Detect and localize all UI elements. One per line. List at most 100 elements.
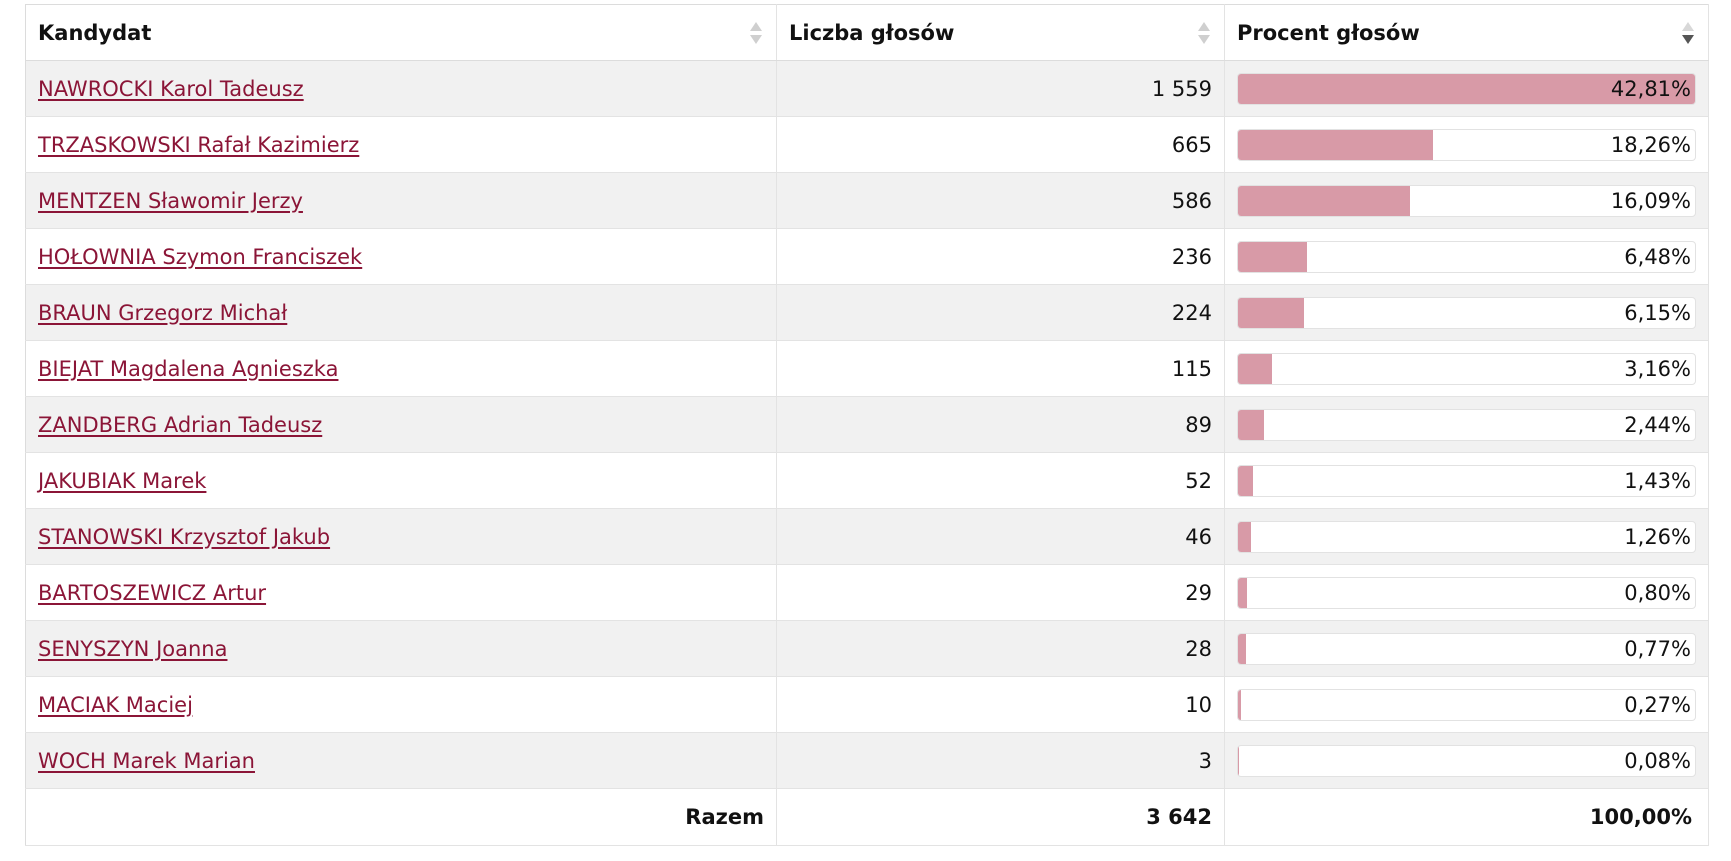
candidate-link[interactable]: ZANDBERG Adrian Tadeusz [38,412,323,437]
table-row: NAWROCKI Karol Tadeusz 1 559 42,81% [25,60,1709,117]
candidate-link[interactable]: BARTOSZEWICZ Artur [38,580,267,605]
percent-bar-fill [1238,465,1254,496]
votes-cell: 224 [776,284,1225,341]
candidate-link[interactable]: WOCH Marek Marian [38,748,255,773]
candidate-link[interactable]: JAKUBIAK Marek [38,468,207,493]
candidate-cell: MACIAK Maciej [25,676,777,733]
candidate-cell: TRZASKOWSKI Rafał Kazimierz [25,116,777,173]
table-footer: Razem 3 642 100,00% [25,788,1709,846]
percent-value: 0,77% [1624,636,1691,661]
column-header-votes[interactable]: Liczba głosów [776,4,1225,61]
candidate-link[interactable]: STANOWSKI Krzysztof Jakub [38,524,331,549]
candidate-link[interactable]: BIEJAT Magdalena Agnieszka [38,356,339,381]
percent-cell: 6,15% [1224,284,1709,341]
results-table: Kandydat Liczba głosów Procent głosów NA… [25,4,1709,846]
percent-cell: 18,26% [1224,116,1709,173]
percent-value: 0,80% [1624,580,1691,605]
votes-cell: 665 [776,116,1225,173]
total-votes: 3 642 [776,788,1225,846]
candidate-cell: BRAUN Grzegorz Michał [25,284,777,341]
percent-cell: 0,77% [1224,620,1709,677]
percent-cell: 16,09% [1224,172,1709,229]
percent-cell: 1,26% [1224,508,1709,565]
percent-cell: 0,80% [1224,564,1709,621]
votes-cell: 3 [776,732,1225,789]
percent-bar: 0,80% [1237,576,1696,609]
table-row: SENYSZYN Joanna 28 0,77% [25,620,1709,677]
column-header-percent-label: Procent głosów [1237,20,1420,45]
percent-cell: 0,27% [1224,676,1709,733]
sort-descending-icon[interactable] [1682,22,1694,46]
candidate-link[interactable]: TRZASKOWSKI Rafał Kazimierz [38,132,360,157]
percent-bar-fill [1238,185,1410,216]
candidate-cell: BIEJAT Magdalena Agnieszka [25,340,777,397]
table-row: BARTOSZEWICZ Artur 29 0,80% [25,564,1709,621]
candidate-link[interactable]: MACIAK Maciej [38,692,193,717]
votes-cell: 10 [776,676,1225,733]
percent-cell: 42,81% [1224,60,1709,117]
candidate-cell: HOŁOWNIA Szymon Franciszek [25,228,777,285]
percent-value: 0,27% [1624,692,1691,717]
candidate-link[interactable]: HOŁOWNIA Szymon Franciszek [38,244,363,269]
table-row: BIEJAT Magdalena Agnieszka 115 3,16% [25,340,1709,397]
percent-value: 0,08% [1624,748,1691,773]
percent-bar-fill [1238,577,1247,608]
candidate-cell: NAWROCKI Karol Tadeusz [25,60,777,117]
percent-bar: 18,26% [1237,128,1696,161]
percent-cell: 2,44% [1224,396,1709,453]
votes-cell: 1 559 [776,60,1225,117]
votes-cell: 28 [776,620,1225,677]
candidate-link[interactable]: NAWROCKI Karol Tadeusz [38,76,304,101]
percent-bar-fill [1238,129,1433,160]
table-header: Kandydat Liczba głosów Procent głosów [25,4,1709,61]
percent-bar-fill [1238,241,1308,272]
column-header-candidate[interactable]: Kandydat [25,4,777,61]
percent-bar: 1,26% [1237,520,1696,553]
votes-cell: 29 [776,564,1225,621]
candidate-cell: SENYSZYN Joanna [25,620,777,677]
percent-value: 2,44% [1624,412,1691,437]
header-row: Kandydat Liczba głosów Procent głosów [25,4,1709,61]
percent-value: 6,48% [1624,244,1691,269]
percent-bar: 6,48% [1237,240,1696,273]
votes-cell: 236 [776,228,1225,285]
percent-bar-fill [1238,409,1265,440]
table-row: BRAUN Grzegorz Michał 224 6,15% [25,284,1709,341]
percent-value: 1,43% [1624,468,1691,493]
percent-cell: 1,43% [1224,452,1709,509]
percent-bar: 16,09% [1237,184,1696,217]
candidate-link[interactable]: BRAUN Grzegorz Michał [38,300,288,325]
votes-cell: 52 [776,452,1225,509]
votes-cell: 586 [776,172,1225,229]
total-percent: 100,00% [1224,788,1709,846]
candidate-link[interactable]: SENYSZYN Joanna [38,636,228,661]
percent-bar-fill [1238,633,1247,664]
votes-cell: 46 [776,508,1225,565]
percent-cell: 6,48% [1224,228,1709,285]
sort-both-icon[interactable] [750,22,762,46]
total-label: Razem [25,788,777,846]
column-header-percent[interactable]: Procent głosów [1224,4,1709,61]
candidate-cell: BARTOSZEWICZ Artur [25,564,777,621]
table-row: ZANDBERG Adrian Tadeusz 89 2,44% [25,396,1709,453]
percent-bar-fill [1238,353,1272,384]
percent-bar: 0,08% [1237,744,1696,777]
percent-value: 16,09% [1610,188,1691,213]
sort-both-icon[interactable] [1198,22,1210,46]
percent-bar: 1,43% [1237,464,1696,497]
total-row: Razem 3 642 100,00% [25,788,1709,846]
percent-bar: 0,27% [1237,688,1696,721]
results-table-container: Kandydat Liczba głosów Procent głosów NA… [25,4,1709,846]
candidate-cell: ZANDBERG Adrian Tadeusz [25,396,777,453]
table-row: MENTZEN Sławomir Jerzy 586 16,09% [25,172,1709,229]
percent-bar: 2,44% [1237,408,1696,441]
percent-value: 3,16% [1624,356,1691,381]
candidate-link[interactable]: MENTZEN Sławomir Jerzy [38,188,303,213]
table-row: MACIAK Maciej 10 0,27% [25,676,1709,733]
column-header-votes-label: Liczba głosów [789,20,955,45]
percent-bar: 3,16% [1237,352,1696,385]
percent-bar-fill [1238,689,1241,720]
percent-bar-fill [1238,745,1239,776]
table-row: HOŁOWNIA Szymon Franciszek 236 6,48% [25,228,1709,285]
votes-cell: 115 [776,340,1225,397]
